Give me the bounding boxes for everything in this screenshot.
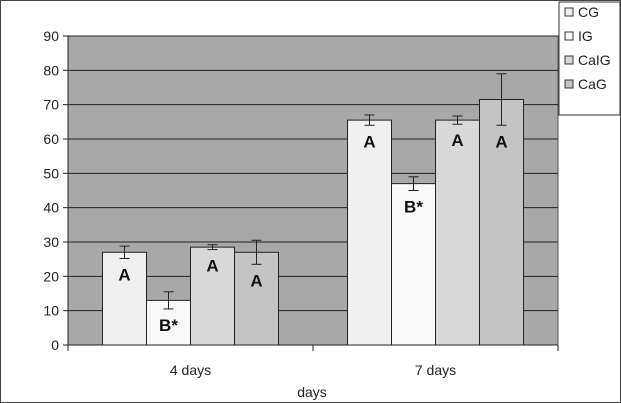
bar-significance-label: A [206,257,218,276]
y-tick-label: 0 [51,337,59,353]
y-tick-label: 80 [43,62,59,78]
y-tick-label: 10 [43,303,59,319]
bar-significance-label: B* [404,198,423,217]
bar-significance-label: A [118,265,130,284]
y-tick-label: 50 [43,165,59,181]
bar [190,246,235,346]
bar [435,119,480,346]
x-category-label: 7 days [415,362,456,378]
legend-label: CaIG [578,52,611,68]
legend-swatch [564,79,574,89]
bar-significance-label: A [495,132,507,151]
bars: A B* A A A B* A A [102,73,524,346]
bar [391,183,436,346]
legend-label: IG [578,28,593,44]
y-tick-label: 40 [43,200,59,216]
bar [347,119,392,346]
bar-significance-label: A [451,131,463,150]
axes: 0 10 20 30 40 50 60 70 80 90 4 days 7 days [43,28,559,378]
y-tick-label: 20 [43,268,59,284]
legend-swatch [564,31,574,41]
legend-label: CaG [578,76,607,92]
x-category-label: 4 days [170,362,211,378]
legend-swatch [564,55,574,65]
x-axis-title: days [297,384,327,400]
legend: CG IG CaIG CaG [558,1,621,116]
bar-significance-label: B* [159,316,178,335]
bar-significance-label: A [250,271,262,290]
y-tick-label: 70 [43,97,59,113]
y-tick-label: 30 [43,234,59,250]
bar-significance-label: A [363,132,375,151]
bar [234,251,279,346]
y-tick-label: 60 [43,131,59,147]
legend-label: CG [578,4,599,20]
legend-swatch [564,7,574,17]
y-tick-label: 90 [43,28,59,44]
bar [479,99,524,346]
